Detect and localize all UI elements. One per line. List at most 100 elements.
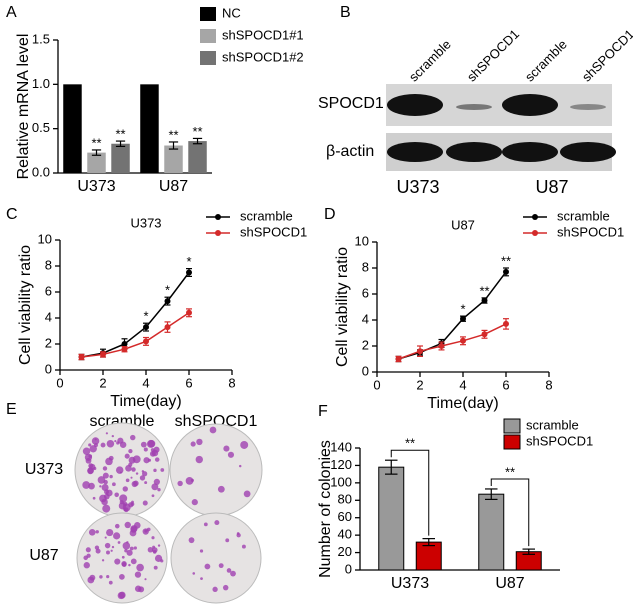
colony-dot	[144, 578, 147, 581]
colony-dot	[103, 479, 108, 485]
colony-row-label: U373	[25, 461, 63, 478]
colony-dot	[214, 520, 220, 526]
colony-dot	[135, 472, 139, 475]
colony-dot	[113, 532, 121, 540]
bar	[478, 493, 505, 571]
significance: *	[186, 254, 191, 269]
x-tick-label: 0	[373, 377, 380, 392]
colony-dot	[191, 499, 198, 506]
panel-label: E	[6, 401, 17, 418]
colony-dot	[199, 549, 204, 553]
colony-dot	[95, 548, 101, 554]
colony-dot	[200, 577, 203, 581]
blot-band	[560, 142, 616, 162]
colony-dot	[128, 563, 131, 567]
colony-dot	[188, 537, 195, 544]
series-line	[398, 323, 507, 360]
legend-marker	[215, 230, 221, 236]
point	[503, 268, 509, 275]
panel-label: F	[318, 403, 328, 420]
colony-dot	[125, 465, 132, 472]
y-tick-label: 1.5	[32, 31, 50, 46]
panel-label: D	[324, 206, 336, 223]
colony-dot	[82, 481, 91, 489]
colony-dot	[236, 532, 240, 535]
significance: *	[460, 302, 465, 317]
colony-dot	[151, 483, 159, 491]
colony-dot	[151, 449, 159, 457]
colony-dot	[112, 482, 116, 487]
y-tick-label: 1.0	[32, 76, 50, 91]
chart-title: U87	[451, 217, 475, 232]
colony-dot	[88, 463, 94, 469]
x-tick-label: 4	[142, 375, 149, 390]
x-tick-label: 4	[459, 377, 466, 392]
x-axis-label: Time(day)	[427, 395, 498, 412]
colony-dot	[87, 467, 94, 475]
colony-dot	[192, 572, 196, 575]
colony-dot	[190, 478, 194, 482]
y-axis-label: Number of colonies	[317, 440, 334, 578]
legend-swatch	[200, 29, 216, 43]
colony-dot	[142, 500, 148, 506]
colony-dot	[226, 568, 232, 573]
legend-label: scramble	[557, 208, 610, 223]
colony-dot	[132, 455, 141, 464]
colony-dot	[97, 476, 106, 484]
colony-dot	[95, 530, 99, 534]
colony-dot	[218, 563, 224, 569]
colony-dot	[157, 544, 161, 547]
point	[164, 298, 171, 305]
bar	[111, 143, 130, 173]
significance: **	[405, 436, 415, 451]
x-tick-label: U373	[391, 575, 429, 592]
legend-label: shSPOCD1#1	[222, 27, 304, 42]
blot-row-label: β-actin	[326, 143, 374, 160]
legend-marker	[532, 214, 538, 220]
blot-band	[456, 104, 492, 110]
colony-dot	[106, 575, 110, 579]
legend-label: shSPOCD1	[240, 224, 307, 239]
y-tick-label: 0.0	[32, 164, 50, 179]
colony-dot	[128, 449, 133, 454]
colony-dot	[129, 546, 134, 551]
colony-dot	[122, 503, 131, 512]
colony-dot	[116, 441, 120, 445]
series-line	[81, 272, 190, 358]
colony-dot	[136, 563, 144, 572]
colony-dot	[117, 591, 125, 600]
plate	[169, 423, 263, 517]
colony-dot	[104, 489, 110, 495]
bar	[188, 141, 207, 173]
point	[186, 309, 192, 316]
colony-dot	[106, 439, 115, 448]
colony-dot	[121, 555, 125, 559]
point	[395, 356, 402, 362]
legend-label: shSPOCD1	[557, 224, 624, 239]
colony-dot	[147, 458, 152, 462]
colony-dot	[88, 529, 96, 536]
y-tick-label: 6	[45, 283, 52, 298]
colony-dot	[151, 494, 155, 498]
colony-dot	[223, 445, 230, 452]
colony-dot	[119, 441, 127, 448]
colony-dot	[111, 545, 115, 549]
colony-dot	[100, 442, 106, 448]
colony-dot	[119, 574, 125, 580]
bar	[378, 466, 405, 571]
colony-dot	[114, 558, 121, 565]
point	[121, 341, 128, 347]
colony-dot	[89, 445, 97, 453]
y-tick-label: 8	[45, 257, 52, 272]
bar	[87, 152, 106, 173]
colony-dot	[122, 486, 128, 492]
colony-dot	[209, 426, 217, 434]
colony-dot	[157, 488, 161, 492]
colony-dot	[114, 440, 117, 443]
y-axis-label: Relative mRNA level	[15, 34, 32, 180]
colony-dot	[88, 454, 93, 458]
point	[460, 337, 466, 344]
colony-dot	[130, 525, 138, 533]
x-tick-label: U373	[77, 178, 115, 195]
point	[481, 297, 488, 304]
